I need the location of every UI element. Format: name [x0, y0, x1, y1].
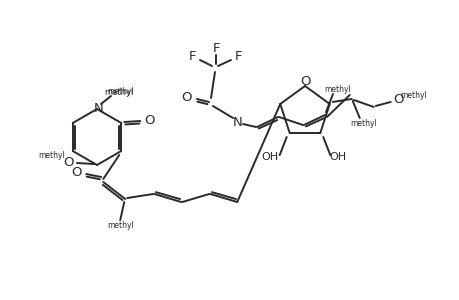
Text: N: N — [233, 116, 242, 128]
Text: O: O — [392, 94, 403, 106]
Text: O: O — [144, 113, 154, 127]
Text: methyl: methyl — [39, 151, 65, 160]
Text: OH: OH — [329, 152, 346, 162]
Text: methyl: methyl — [350, 119, 376, 128]
Text: methyl: methyl — [324, 85, 351, 94]
Text: methyl: methyl — [104, 88, 134, 97]
Text: N: N — [94, 101, 104, 115]
Text: OH: OH — [261, 152, 278, 162]
Text: methyl: methyl — [399, 92, 426, 100]
Text: O: O — [181, 91, 192, 103]
Text: F: F — [213, 41, 220, 55]
Text: F: F — [235, 50, 242, 62]
Text: F: F — [189, 50, 196, 62]
Text: methyl: methyl — [106, 221, 133, 230]
Text: methyl: methyl — [107, 86, 134, 95]
Text: O: O — [71, 166, 81, 178]
Text: O: O — [64, 155, 74, 169]
Text: O: O — [300, 74, 311, 88]
